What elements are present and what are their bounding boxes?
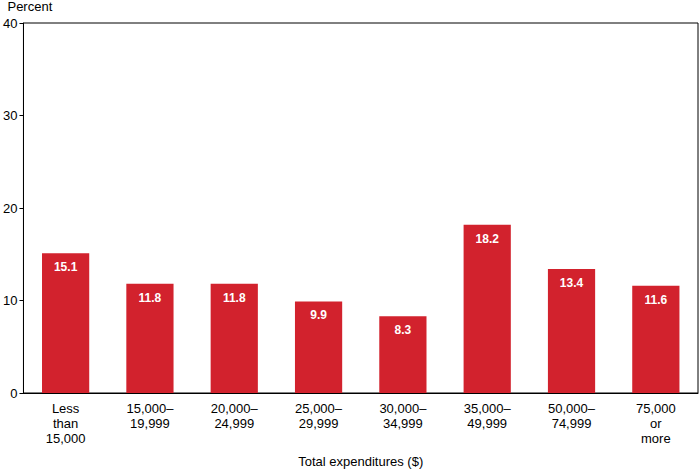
svg-text:0: 0 xyxy=(10,386,17,401)
svg-text:30,000–: 30,000– xyxy=(379,401,427,416)
svg-text:34,999: 34,999 xyxy=(383,416,423,431)
svg-text:Percent: Percent xyxy=(7,0,52,14)
svg-text:15.1: 15.1 xyxy=(54,260,78,274)
svg-text:20: 20 xyxy=(3,201,17,216)
svg-text:or: or xyxy=(650,416,662,431)
svg-text:74,999: 74,999 xyxy=(552,416,592,431)
svg-text:20,000–: 20,000– xyxy=(211,401,259,416)
svg-text:Less: Less xyxy=(52,401,80,416)
svg-text:11.6: 11.6 xyxy=(644,293,667,307)
svg-text:25,000–: 25,000– xyxy=(295,401,343,416)
svg-text:50,000–: 50,000– xyxy=(548,401,596,416)
svg-text:18.2: 18.2 xyxy=(476,232,500,246)
svg-text:75,000: 75,000 xyxy=(636,401,676,416)
svg-text:8.3: 8.3 xyxy=(395,323,412,337)
svg-text:9.9: 9.9 xyxy=(310,308,327,322)
svg-text:24,999: 24,999 xyxy=(214,416,254,431)
svg-text:Total expenditures ($): Total expenditures ($) xyxy=(298,454,423,469)
svg-text:15,000–: 15,000– xyxy=(126,401,174,416)
svg-text:11.8: 11.8 xyxy=(223,291,246,305)
svg-text:49,999: 49,999 xyxy=(467,416,507,431)
svg-text:more: more xyxy=(641,431,671,446)
svg-text:13.4: 13.4 xyxy=(560,276,584,290)
svg-text:35,000–: 35,000– xyxy=(464,401,512,416)
svg-text:30: 30 xyxy=(3,108,17,123)
svg-text:than: than xyxy=(53,416,78,431)
svg-text:15,000: 15,000 xyxy=(46,431,86,446)
svg-text:19,999: 19,999 xyxy=(130,416,170,431)
svg-text:29,999: 29,999 xyxy=(299,416,339,431)
svg-text:40: 40 xyxy=(3,16,17,31)
svg-text:10: 10 xyxy=(3,293,17,308)
svg-text:11.8: 11.8 xyxy=(139,291,162,305)
